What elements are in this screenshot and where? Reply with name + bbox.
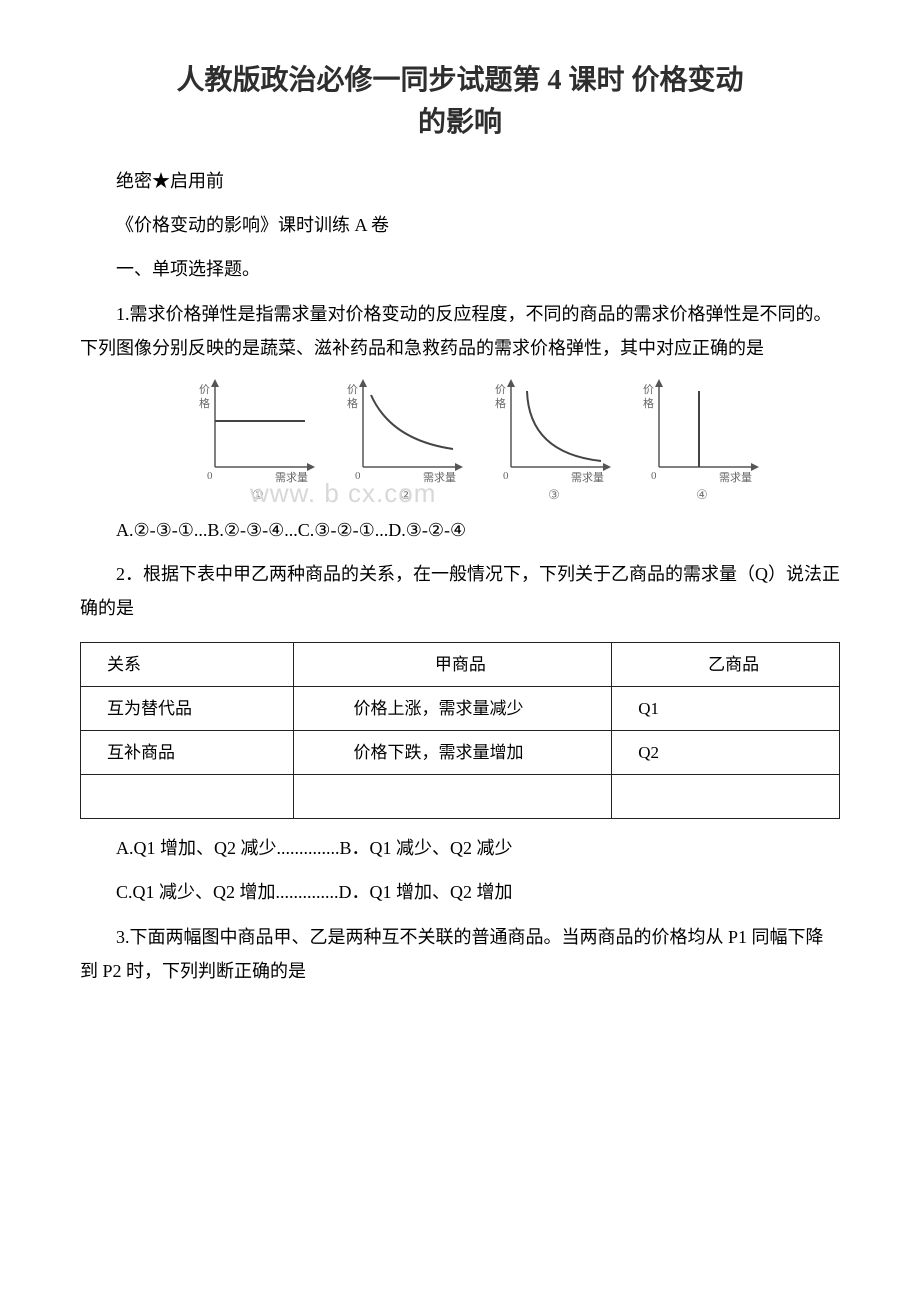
chart-4-ylabel-1: 价 [643,383,654,396]
chart-2-ylabel-1: 价 [347,383,358,396]
table-header-2: 甲商品 [293,642,612,686]
chart-4-xarrow [751,463,759,471]
document-title: 人教版政治必修一同步试题第 4 课时 价格变动 的影响 [80,60,840,144]
table-row: 互补商品 价格下跌，需求量增加 Q2 [81,730,840,774]
table-r2-c2-text: 价格下跌，需求量增加 [320,739,602,766]
table-header-1: 关系 [81,642,294,686]
table-row: 互为替代品 价格上涨，需求量减少 Q1 [81,686,840,730]
secret-line: 绝密★启用前 [80,164,840,198]
table-empty-row [81,775,840,819]
chart-1-xlabel: 需求量 [275,471,308,484]
chart-4-svg: 价 格 0 需求量 [637,375,767,485]
chart-1-origin: 0 [207,470,213,482]
subtitle: 《价格变动的影响》课时训练 A 卷 [80,208,840,242]
chart-4: 价 格 0 需求量 ④ [637,375,767,503]
chart-2-curve [371,395,453,449]
chart-4-ylabel-2: 格 [643,396,654,410]
charts-row: 价 格 0 需求量 ① 价 格 0 需求量 ② 价 格 [120,375,840,503]
chart-4-yarrow [655,379,663,387]
chart-2: 价 格 0 需求量 ② [341,375,471,503]
chart-4-xlabel: 需求量 [719,471,752,484]
table-r1-c2: 价格上涨，需求量减少 [293,686,612,730]
chart-2-xarrow [455,463,463,471]
question-2-options-line2: C.Q1 减少、Q2 增加..............D．Q1 增加、Q2 增加 [80,875,840,909]
q2-table: 关系 甲商品 乙商品 互为替代品 价格上涨，需求量减少 Q1 互补商品 价格下跌… [80,642,840,820]
chart-1-yarrow [211,379,219,387]
chart-3-svg: 价 格 0 需求量 [489,375,619,485]
table-r2-c2: 价格下跌，需求量增加 [293,730,612,774]
chart-3-ylabel-2: 格 [495,396,506,410]
chart-1-num: ① [252,487,264,503]
title-line2: 的影响 [418,107,502,138]
table-r1-c3: Q1 [612,686,840,730]
table-header-3: 乙商品 [612,642,840,686]
chart-2-num: ② [400,487,412,503]
table-header-row: 关系 甲商品 乙商品 [81,642,840,686]
chart-3-ylabel-1: 价 [495,383,506,396]
chart-4-num: ④ [696,487,708,503]
chart-1-svg: 价 格 0 需求量 [193,375,323,485]
chart-3-yarrow [507,379,515,387]
question-1-text: 1.需求价格弹性是指需求量对价格变动的反应程度，不同的商品的需求价格弹性是不同的… [80,297,840,365]
chart-4-origin: 0 [651,470,657,482]
chart-3-xarrow [603,463,611,471]
question-2-options-line1: A.Q1 增加、Q2 减少..............B．Q1 减少、Q2 减少 [80,831,840,865]
table-empty-c3 [612,775,840,819]
chart-2-svg: 价 格 0 需求量 [341,375,471,485]
question-1-options: A.②-③-①...B.②-③-④...C.③-②-①...D.③-②-④ [80,513,840,547]
chart-1-ylabel-2: 格 [199,396,210,410]
chart-2-ylabel-2: 格 [347,396,358,410]
table-empty-c2 [293,775,612,819]
section-heading: 一、单项选择题。 [80,252,840,286]
chart-1: 价 格 0 需求量 ① [193,375,323,503]
chart-1-xarrow [307,463,315,471]
chart-3-num: ③ [548,487,560,503]
title-line1: 人教版政治必修一同步试题第 4 课时 价格变动 [176,65,743,96]
chart-3: 价 格 0 需求量 ③ [489,375,619,503]
chart-3-xlabel: 需求量 [571,471,604,484]
table-empty-c1 [81,775,294,819]
chart-3-curve [527,391,601,461]
chart-1-ylabel-1: 价 [199,383,210,396]
chart-2-yarrow [359,379,367,387]
chart-2-xlabel: 需求量 [423,471,456,484]
question-3-text: 3.下面两幅图中商品甲、乙是两种互不关联的普通商品。当两商品的价格均从 P1 同… [80,920,840,988]
table-r1-c2-text: 价格上涨，需求量减少 [320,695,602,722]
chart-2-origin: 0 [355,470,361,482]
question-2-text: 2．根据下表中甲乙两种商品的关系，在一般情况下，下列关于乙商品的需求量（Q）说法… [80,557,840,625]
table-r2-c3: Q2 [612,730,840,774]
table-r2-c1: 互补商品 [81,730,294,774]
chart-3-origin: 0 [503,470,509,482]
table-r1-c1: 互为替代品 [81,686,294,730]
